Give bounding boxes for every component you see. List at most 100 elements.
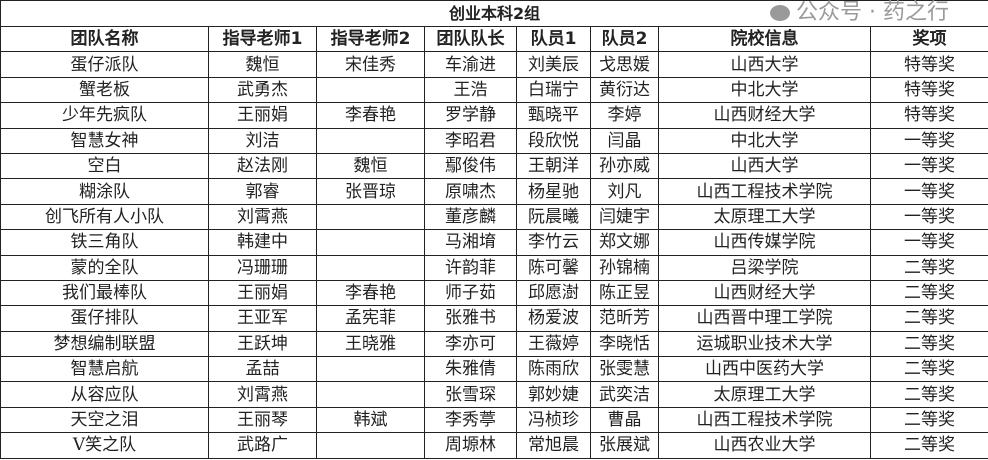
table-cell: 糊涂队 — [0, 178, 209, 205]
table-cell: 魏恒 — [316, 152, 425, 180]
table-cell: 郭睿 — [208, 178, 317, 205]
table-cell: 王浩 — [424, 76, 517, 104]
table-cell: 陈雨欣 — [516, 356, 591, 383]
table-cell: 董彦麟 — [424, 203, 517, 231]
column-header: 队员1 — [516, 25, 591, 53]
table-cell: 二等奖 — [869, 254, 988, 281]
table-row: 梦想编制联盟 王跃坤 王晓雅 李亦可 王薇婷 李晓恬 运城职业技术大学 二等奖 — [0, 330, 988, 358]
header-row: 团队名称 指导老师1 指导老师2 团队队长 队员1 队员2 院校信息 奖项 — [0, 25, 988, 53]
table-cell: 二等奖 — [869, 406, 988, 434]
table-cell: 二等奖 — [869, 305, 988, 332]
table-row: 蟹老板 武勇杰 王浩 白瑞宁 黄衍达 中北大学 特等奖 — [0, 76, 988, 104]
table-cell: 从容应队 — [0, 381, 209, 408]
table-cell: 特等奖 — [869, 51, 988, 78]
table-row: 蒙的全队 冯珊珊 许韵菲 陈可馨 孙锦楠 吕梁学院 二等奖 — [0, 254, 988, 281]
table-cell: 一等奖 — [869, 178, 988, 205]
table-cell: 张展斌 — [590, 432, 659, 459]
table-cell: 山西农业大学 — [658, 432, 871, 459]
table-row: V笑之队 武路广 周塬林 常旭晨 张展斌 山西农业大学 二等奖 — [0, 432, 988, 459]
table-cell: 李竹云 — [516, 229, 591, 256]
table-cell: 一等奖 — [869, 203, 988, 231]
table-cell: 戈思媛 — [590, 51, 659, 78]
table-cell: 智慧启航 — [0, 356, 209, 383]
table-cell: 郭妙婕 — [516, 381, 591, 408]
table-cell: 赵法刚 — [208, 152, 317, 180]
table-cell: 张雅书 — [424, 305, 517, 332]
column-header: 奖项 — [869, 25, 988, 53]
table-cell: 空白 — [0, 152, 209, 180]
table-cell: 梦想编制联盟 — [0, 330, 209, 358]
table-cell: 甄晓平 — [516, 102, 591, 129]
table-row: 少年先疯队 王丽娟 李春艳 罗学静 甄晓平 李婷 山西财经大学 特等奖 — [0, 102, 988, 129]
table-cell: 孙锦楠 — [590, 254, 659, 281]
table-cell: 特等奖 — [869, 102, 988, 129]
table-cell: 李昭君 — [424, 127, 517, 154]
table-cell: 二等奖 — [869, 279, 988, 307]
table-cell: 山西大学 — [658, 51, 871, 78]
table-cell: 蛋仔排队 — [0, 305, 209, 332]
table-cell: 王跃坤 — [208, 330, 317, 358]
table-body: 蛋仔派队 魏恒 宋佳秀 车渝进 刘美辰 戈思媛 山西大学 特等奖 蟹老板 武勇杰 王浩 白瑞宁 黄衍达中… — [0, 51, 988, 459]
table-cell: 李婷 — [590, 102, 659, 129]
table-cell: 冯珊珊 — [208, 254, 317, 281]
table-cell: 铁三角队 — [0, 229, 209, 256]
table-cell: 武奕洁 — [590, 381, 659, 408]
table-cell: 陈可馨 — [516, 254, 591, 281]
table-row: 智慧女神 刘洁 李昭君 段欣悦 闫晶 中北大学 一等奖 — [0, 127, 988, 154]
table-cell: 宋佳秀 — [316, 51, 425, 78]
table-cell: 王丽娟 — [208, 102, 317, 129]
table-cell: 韩斌 — [316, 406, 425, 434]
table-cell: V笑之队 — [0, 432, 209, 459]
table-cell: 王薇婷 — [516, 330, 591, 358]
table-cell: 蟹老板 — [0, 76, 209, 104]
table-cell: 冯桢珍 — [516, 406, 591, 434]
table-cell: 李春艳 — [316, 279, 425, 307]
column-header: 指导老师1 — [208, 25, 317, 53]
table-cell: 运城职业技术大学 — [658, 330, 871, 358]
table-cell — [316, 229, 425, 256]
table-row: 我们最棒队 王丽娟 李春艳 师子茹 邱愿澍 陈正昱 山西财经大学 二等奖 — [0, 279, 988, 307]
table-cell: 武勇杰 — [208, 76, 317, 104]
table-cell: 鄢俊伟 — [424, 152, 517, 180]
table-cell: 刘美辰 — [516, 51, 591, 78]
table-cell: 黄衍达 — [590, 76, 659, 104]
table-cell — [316, 381, 425, 408]
table-cell: 二等奖 — [869, 356, 988, 383]
table-cell — [316, 254, 425, 281]
table-cell: 魏恒 — [208, 51, 317, 78]
table-cell: 杨星驰 — [516, 178, 591, 205]
table-cell: 马湘堉 — [424, 229, 517, 256]
column-header: 团队队长 — [424, 25, 517, 53]
table-cell: 孟喆 — [208, 356, 317, 383]
table-cell: 韩建中 — [208, 229, 317, 256]
table-cell: 王朝洋 — [516, 152, 591, 180]
table-cell: 山西传媒学院 — [658, 229, 871, 256]
table-row: 空白 赵法刚 魏恒 鄢俊伟 王朝洋 孙亦威 山西大学 一等奖 — [0, 152, 988, 180]
table-cell: 杨爱波 — [516, 305, 591, 332]
table-row: 铁三角队 韩建中 马湘堉 李竹云 郑文娜 山西传媒学院 一等奖 — [0, 229, 988, 256]
title-row: 创业本科2组 — [0, 0, 988, 27]
table-cell: 山西晋中理工学院 — [658, 305, 871, 332]
table-cell: 一等奖 — [869, 229, 988, 256]
table-cell — [316, 127, 425, 154]
table-cell: 我们最棒队 — [0, 279, 209, 307]
table-cell: 原啸杰 — [424, 178, 517, 205]
table-row: 智慧启航 孟喆 朱雅倩 陈雨欣 张雯慧 山西中医药大学 二等奖 — [0, 356, 988, 383]
table-cell: 天空之泪 — [0, 406, 209, 434]
table-cell: 范昕芳 — [590, 305, 659, 332]
table-cell: 邱愿澍 — [516, 279, 591, 307]
table-cell: 太原理工大学 — [658, 381, 871, 408]
table-cell: 刘霄燕 — [208, 203, 317, 231]
table-cell: 车渝进 — [424, 51, 517, 78]
table-row: 创飞所有人小队 刘霄燕 董彦麟 阮晨曦 闫婕宇 太原理工大学 一等奖 — [0, 203, 988, 231]
table-cell: 二等奖 — [869, 381, 988, 408]
table-row: 天空之泪 王丽琴 韩斌 李秀葶 冯桢珍 曹晶 山西工程技术学院 二等奖 — [0, 406, 988, 434]
table-cell: 张雯慧 — [590, 356, 659, 383]
table-cell: 朱雅倩 — [424, 356, 517, 383]
table-cell: 陈正昱 — [590, 279, 659, 307]
table-cell: 创飞所有人小队 — [0, 203, 209, 231]
table-cell: 武路广 — [208, 432, 317, 459]
table-cell: 蛋仔派队 — [0, 51, 209, 78]
table-row: 糊涂队 郭睿 张晋琼 原啸杰 杨星驰 刘凡 山西工程技术学院 一等奖 — [0, 178, 988, 205]
